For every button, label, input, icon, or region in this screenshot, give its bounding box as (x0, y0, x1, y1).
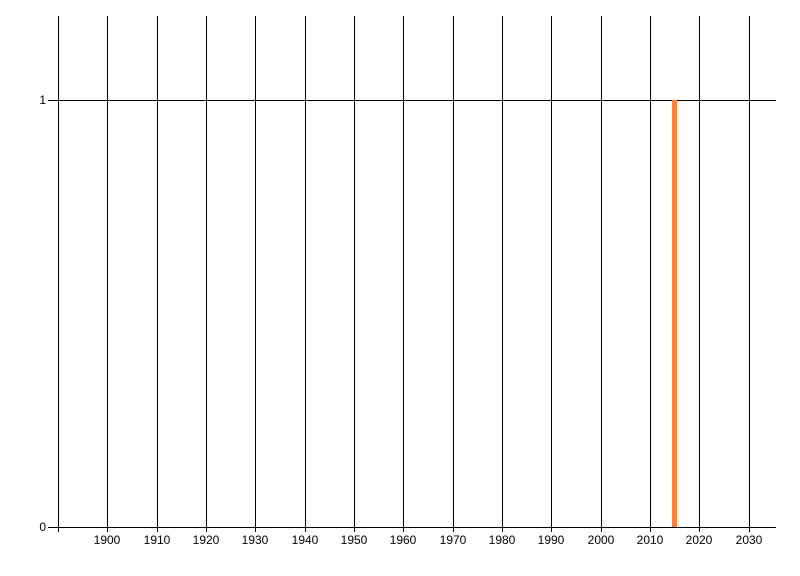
x-axis-tick-label-1980: 1980 (488, 533, 516, 547)
x-axis-tick-label-2030: 2030 (735, 533, 763, 547)
x-axis-tick-label-2000: 2000 (587, 533, 615, 547)
gridline-vertical-2000 (601, 16, 602, 532)
gridline-horizontal-y0 (48, 527, 776, 528)
gridline-vertical-1990 (551, 16, 552, 532)
gridline-vertical-2020 (699, 16, 700, 532)
gridline-vertical-1900 (107, 16, 108, 532)
gridline-vertical-1950 (354, 16, 355, 532)
x-axis-tick-label-1900: 1900 (93, 533, 121, 547)
x-axis-tick-label-1930: 1930 (241, 533, 269, 547)
x-axis-tick-label-2010: 2010 (636, 533, 664, 547)
gridline-vertical-1890 (58, 16, 59, 532)
x-axis-tick-label-1960: 1960 (389, 533, 417, 547)
gridline-vertical-1960 (403, 16, 404, 532)
y-axis-tick-label-0: 0 (39, 520, 46, 534)
bar-2015 (672, 100, 677, 527)
x-axis-tick-label-1910: 1910 (143, 533, 171, 547)
x-axis-tick-label-1940: 1940 (291, 533, 319, 547)
gridline-vertical-1910 (157, 16, 158, 532)
gridline-vertical-1930 (255, 16, 256, 532)
gridline-vertical-2010 (650, 16, 651, 532)
gridline-horizontal-y1 (48, 100, 776, 101)
gridline-vertical-2030 (749, 16, 750, 532)
x-axis-tick-label-1970: 1970 (439, 533, 467, 547)
x-axis-tick-label-1950: 1950 (340, 533, 368, 547)
y-axis-tick-label-1: 1 (39, 93, 46, 107)
x-axis-tick-label-1990: 1990 (537, 533, 565, 547)
x-axis-tick-label-2020: 2020 (685, 533, 713, 547)
gridline-vertical-1970 (453, 16, 454, 532)
gridline-vertical-1980 (502, 16, 503, 532)
x-axis-tick-label-1920: 1920 (192, 533, 220, 547)
gridline-vertical-1920 (206, 16, 207, 532)
gridline-vertical-1940 (305, 16, 306, 532)
